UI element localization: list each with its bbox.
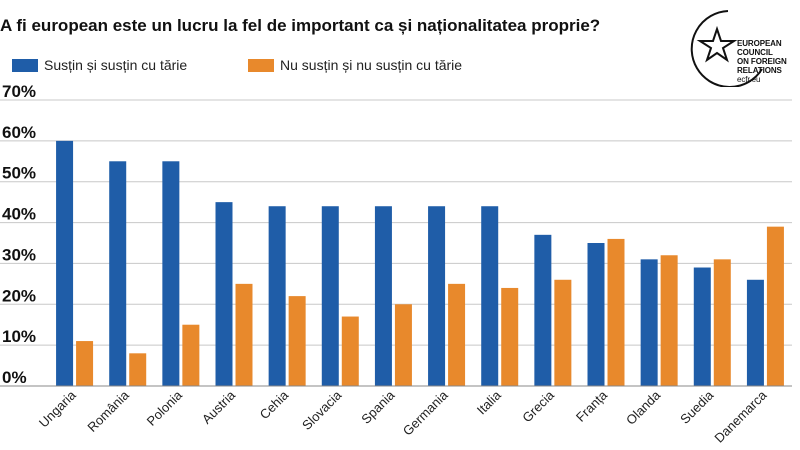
bar-supporters — [56, 140, 74, 386]
x-tick-label: Olanda — [623, 387, 664, 428]
x-tick-label: Grecia — [519, 387, 557, 425]
x-tick-label: Cehia — [257, 387, 292, 422]
legend-swatch-blue — [12, 58, 38, 72]
chart-title: A fi european este un lucru la fel de im… — [0, 16, 601, 35]
bar-non-supporters — [501, 287, 519, 386]
bar-non-supporters — [341, 316, 359, 386]
bar-non-supporters — [766, 226, 784, 386]
y-tick-label: 70% — [2, 82, 36, 101]
x-tick-label: Danemarca — [711, 387, 770, 446]
logo-line-3: ON FOREIGN — [737, 57, 787, 66]
x-tick-label: Polonia — [144, 387, 186, 429]
y-tick-label: 20% — [2, 286, 36, 305]
star-icon — [690, 10, 763, 87]
bar-supporters — [746, 279, 764, 386]
x-tick-label: Germania — [400, 387, 452, 439]
bar-non-supporters — [607, 238, 625, 386]
y-tick-label: 30% — [2, 245, 36, 264]
y-tick-label: 60% — [2, 123, 36, 142]
bar-supporters — [693, 267, 711, 386]
logo-text: EUROPEAN COUNCIL ON FOREIGN RELATIONS ec… — [737, 39, 787, 84]
x-tick-label: Ungaria — [36, 387, 79, 430]
y-tick-label: 0% — [2, 368, 27, 387]
legend-label-non-supporters: Nu susțin și nu susțin cu tărie — [280, 57, 463, 73]
legend-label-supporters: Susțin și susțin cu tărie — [44, 57, 188, 73]
x-tick-label: Austria — [199, 387, 239, 427]
bar-non-supporters — [448, 283, 466, 386]
logo-url: ecfr.eu — [737, 75, 761, 84]
x-tick-label: Italia — [474, 387, 505, 418]
bar-supporters — [162, 161, 180, 386]
bar-supporters — [534, 234, 552, 386]
bar-non-supporters — [554, 279, 572, 386]
y-tick-label: 10% — [2, 327, 36, 346]
logo-line-4: RELATIONS — [737, 66, 782, 75]
y-tick-label: 50% — [2, 164, 36, 183]
bar-non-supporters — [129, 353, 147, 386]
logo-line-1: EUROPEAN — [737, 39, 782, 48]
legend-item-non-supporters: Nu susțin și nu susțin cu tărie — [248, 57, 463, 73]
bar-supporters — [268, 206, 286, 386]
bar-non-supporters — [235, 283, 253, 386]
bar-supporters — [109, 161, 127, 386]
x-tick-label: Franța — [573, 387, 611, 425]
y-tick-label: 40% — [2, 205, 36, 224]
bar-non-supporters — [660, 255, 678, 386]
x-tick-label: Spania — [358, 387, 398, 427]
bar-supporters — [587, 243, 605, 386]
bar-supporters — [374, 206, 392, 386]
bar-supporters — [215, 202, 233, 386]
legend-item-supporters: Susțin și susțin cu tărie — [12, 57, 188, 73]
ecfr-logo — [690, 10, 763, 87]
x-tick-label: Slovacia — [299, 387, 345, 433]
bar-supporters — [640, 259, 658, 386]
x-tick-label: Suedia — [677, 387, 717, 427]
bar-supporters — [321, 206, 339, 386]
x-tick-label: România — [84, 387, 132, 435]
legend-swatch-orange — [248, 58, 274, 72]
bar-non-supporters — [713, 259, 731, 386]
bar-supporters — [481, 206, 499, 386]
logo-line-2: COUNCIL — [737, 48, 773, 57]
bar-supporters — [428, 206, 446, 386]
bar-non-supporters — [76, 341, 94, 386]
bar-non-supporters — [288, 296, 306, 386]
bar-non-supporters — [394, 304, 412, 386]
bar-non-supporters — [182, 324, 200, 386]
